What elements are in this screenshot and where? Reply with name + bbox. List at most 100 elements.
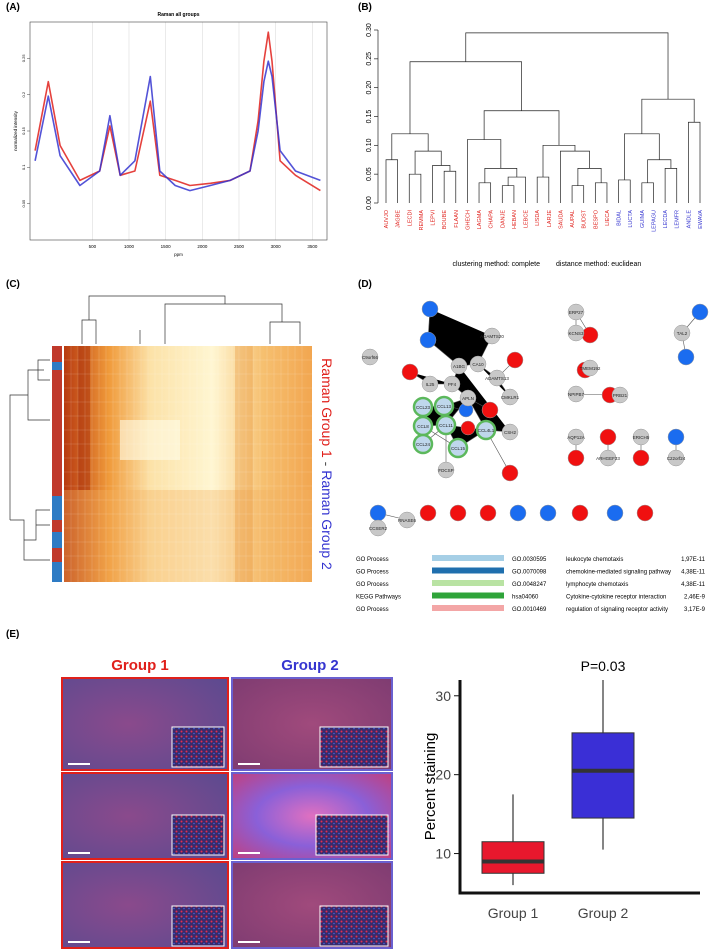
enrichment-swatch [432,580,504,586]
node-label: CCL15 [451,446,466,451]
node-label: ERP27 [569,310,584,315]
y-tick-label: 10 [435,846,451,862]
network-node [632,428,650,446]
leaf-label: LECDI [407,210,413,227]
dendrogram-link [443,170,457,203]
network-node [673,324,691,342]
leaf-label: LEMFR [675,210,681,229]
dendrogram-link [618,179,631,203]
x-tick-label: Group 1 [488,905,539,921]
y-tick-label: 0.05 [21,199,26,208]
y-tick-label: 20 [435,767,451,783]
node-label: PRB21 [613,393,628,398]
y-tick-label: 0.25 [366,52,373,66]
leaf-label: LECDA [663,210,669,229]
x-tick-label: 3000 [271,244,282,249]
node-label: C9orf66 [362,355,379,360]
method-label: clustering method: complete [452,261,540,268]
node-label: ADAMTS13 [485,376,509,381]
panel-label: (C) [6,279,20,290]
network-node [435,414,457,436]
leaf-label: LEPAGU [651,210,657,232]
leaf-label: EWAVA [698,210,704,229]
enrichment-category: GO Process [356,570,389,576]
dendrogram-link [467,139,502,203]
node-label: CCL4L1 [478,428,495,433]
enrichment-swatch [432,592,504,599]
panel-label: (D) [358,279,372,290]
dendrogram-link [647,159,672,183]
node-label: ARHGEF33 [596,456,620,461]
enrichment-id: hsa04060 [512,595,539,601]
y-tick-label: 0.10 [366,138,373,152]
enrichment-category: KEGG Pathways [356,595,401,601]
network-node [450,357,468,375]
group-1-label: Raman Group 1 [319,358,335,458]
node-label: KCNS3 [568,331,584,336]
separator: - [319,458,335,470]
network-node [421,375,439,393]
dendrogram-link [409,61,522,134]
enrichment-term: leukocyte chemotaxis [566,557,623,563]
dendrogram-link [483,110,560,146]
y-tick-label: 0.20 [366,81,373,95]
node-label: FDCSP [438,468,453,473]
y-tick-label: 0.2 [21,91,26,97]
panel-label: (B) [358,2,372,13]
leaf-label: BESPO [593,209,599,229]
dendrogram-link [641,182,654,203]
leaf-label: AUPAL [570,210,576,228]
axes [458,680,700,895]
y-tick-label: 0.1 [21,164,26,170]
group-title: Group 2 [281,657,339,674]
dendrogram-link [465,32,669,100]
method-label: distance method: euclidean [556,261,641,268]
network-node [611,386,629,404]
enrichment-pvalue: 4,38E-11 [681,570,706,576]
enrichment-swatch [432,567,504,574]
network-node [567,324,585,342]
heatmap-side-label: Raman Group 1 - Raman Group 2 [319,358,335,570]
annotation: P=0.03 [581,658,626,674]
panel-label: (A) [6,2,20,13]
network-node [459,389,477,407]
enrichment-id: GO.0070098 [512,570,547,576]
leaf-label: AUVJO [384,209,390,228]
x-tick-label: 1500 [161,244,172,249]
dendrogram-link [688,121,701,203]
leaf-label: REMMA [419,210,425,231]
network-node [567,385,585,403]
leaf-label: CHAPA [489,210,495,229]
network-unlabeled-nodes [369,300,709,522]
enrichment-category: GO Process [356,582,389,588]
y-tick-label: 0.05 [366,167,373,181]
network-node [361,348,379,366]
node-label: A1BG [453,364,466,369]
x-tick-label: 3500 [307,244,318,249]
leaf-label: SAUDA [558,210,564,229]
spectrum-line [34,31,321,192]
leaf-label: HEBAN [512,210,518,229]
network-node [469,355,487,373]
network-node [567,303,585,321]
x-tick-label: Group 2 [578,905,629,921]
leaf-label: BIDAL [617,210,623,226]
enrichment-id: GO.0030595 [512,557,547,563]
leaf-label: ANDLE [686,210,692,229]
dendrogram-link [391,133,429,160]
leaf-label: LIECA [605,210,611,226]
node-label: TAL2 [677,331,688,336]
y-axis-label: Percent staining [422,733,439,841]
y-axis-label: normalized intensity [13,110,18,151]
dendrogram-link [542,144,576,178]
enrichment-term: lymphocyte chemotaxis [566,582,628,588]
heatmap [9,295,312,582]
x-tick-label: 2500 [234,244,245,249]
enrichment-pvalue: 1,97E-11 [681,557,706,563]
node-label: CCSER2 [369,526,388,531]
leaf-label: GHECH [465,210,471,230]
leaf-label: JAGBE [396,210,402,228]
node-label: CMKLR1 [501,395,520,400]
dendrogram-link [664,168,678,203]
